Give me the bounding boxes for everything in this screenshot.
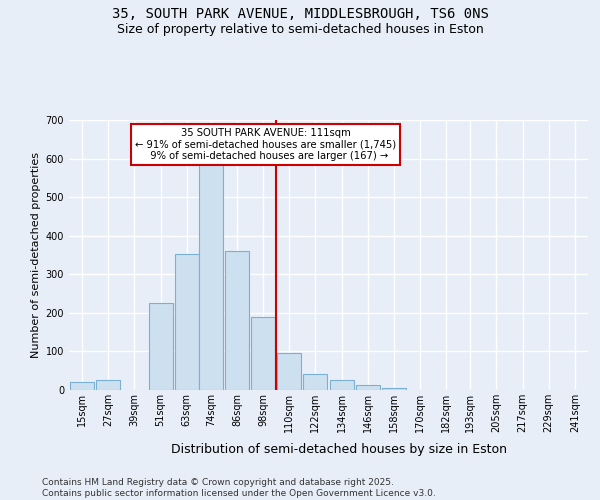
Text: Distribution of semi-detached houses by size in Eston: Distribution of semi-detached houses by … (171, 442, 507, 456)
Bar (329, 380, 353, 390)
Text: 35 SOUTH PARK AVENUE: 111sqm
← 91% of semi-detached houses are smaller (1,745)
 : 35 SOUTH PARK AVENUE: 111sqm ← 91% of se… (135, 128, 397, 162)
Text: Size of property relative to semi-detached houses in Eston: Size of property relative to semi-detach… (116, 22, 484, 36)
Bar (199, 164, 223, 390)
Bar (277, 352, 301, 390)
Bar (382, 388, 406, 390)
Text: 35, SOUTH PARK AVENUE, MIDDLESBROUGH, TS6 0NS: 35, SOUTH PARK AVENUE, MIDDLESBROUGH, TS… (112, 8, 488, 22)
Bar (96, 380, 120, 390)
Text: Contains HM Land Registry data © Crown copyright and database right 2025.
Contai: Contains HM Land Registry data © Crown c… (42, 478, 436, 498)
Bar (149, 303, 173, 390)
Bar (251, 316, 275, 390)
Bar (225, 251, 249, 390)
Bar (175, 254, 199, 390)
Bar (356, 386, 380, 390)
Bar (70, 382, 94, 390)
Y-axis label: Number of semi-detached properties: Number of semi-detached properties (31, 152, 41, 358)
Bar (304, 374, 328, 390)
